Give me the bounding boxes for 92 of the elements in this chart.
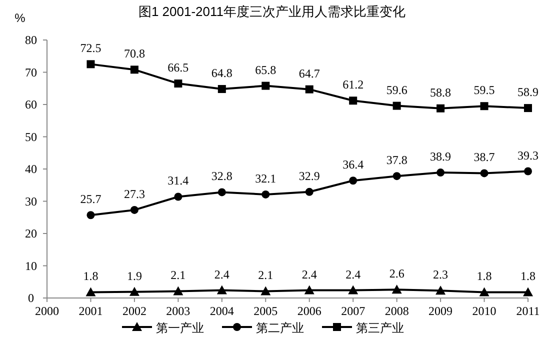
point	[392, 172, 401, 180]
data-label: 25.7	[80, 192, 102, 206]
data-label: 2.3	[433, 268, 448, 282]
data-label: 27.3	[124, 186, 145, 201]
y-axis-title: %	[14, 11, 26, 25]
data-label: 1.8	[476, 269, 492, 284]
data-label: 1.9	[126, 268, 142, 283]
point	[349, 96, 358, 105]
point	[262, 82, 270, 90]
data-label: 2.4	[214, 267, 230, 282]
data-label: 32.9	[298, 168, 320, 183]
y-tick-label: 50	[25, 130, 37, 144]
data-label: 1.8	[520, 269, 536, 284]
x-tick-label: 2002	[122, 304, 146, 318]
x-tick-label: 2009	[428, 304, 453, 318]
data-label: 36.4	[342, 158, 364, 172]
x-tick-label: 2010	[472, 304, 496, 318]
point	[218, 188, 226, 196]
data-label: 37.8	[386, 153, 408, 168]
y-tick-label: 20	[25, 226, 37, 240]
data-label: 58.9	[518, 85, 538, 100]
point	[524, 104, 532, 112]
legend-label: 第一产业	[156, 321, 204, 335]
data-label: 39.3	[518, 148, 538, 162]
x-tick-label: 2011	[516, 304, 540, 318]
x-tick-label: 2003	[166, 304, 190, 318]
data-label: 38.9	[430, 150, 452, 164]
point	[436, 168, 445, 177]
point	[260, 286, 271, 296]
data-label: 61.2	[342, 78, 364, 92]
data-label: 59.5	[474, 83, 495, 98]
point	[173, 286, 184, 296]
point	[436, 104, 445, 112]
data-label: 64.8	[211, 66, 232, 80]
x-tick-label: 2008	[384, 304, 409, 318]
x-tick-label: 2001	[78, 304, 103, 318]
point	[174, 80, 182, 88]
point	[436, 286, 446, 295]
x-tick-label: 2006	[297, 304, 322, 318]
point	[174, 192, 182, 201]
point	[480, 169, 488, 178]
x-tick-label: 2004	[210, 304, 234, 318]
y-tick-label: 40	[25, 162, 37, 176]
point	[86, 211, 95, 220]
data-label: 2.1	[170, 268, 186, 282]
y-tick-label: 10	[25, 258, 37, 273]
data-label: 38.7	[474, 150, 495, 164]
point	[392, 102, 401, 110]
data-label: 2.6	[389, 266, 404, 281]
point	[218, 85, 226, 94]
data-label: 66.5	[168, 60, 189, 75]
y-tick-label: 0	[28, 291, 34, 305]
x-tick-label: 2005	[254, 304, 278, 318]
point	[305, 188, 314, 196]
data-label: 31.4	[168, 174, 189, 188]
point	[130, 206, 138, 214]
y-tick-label: 70	[25, 65, 37, 80]
chart-title: 图1 2001-2011年度三次产业用人需求比重变化	[138, 4, 406, 19]
point	[348, 285, 358, 294]
data-label: 32.1	[255, 171, 276, 186]
y-tick-label: 30	[25, 194, 37, 208]
point	[304, 285, 314, 294]
point	[523, 287, 533, 296]
legend-label: 第二产业	[256, 321, 304, 335]
data-label: 2.1	[258, 268, 274, 282]
point	[86, 287, 96, 296]
point	[524, 167, 532, 176]
legend-label: 第三产业	[356, 321, 404, 335]
y-tick-label: 80	[25, 33, 37, 47]
data-label: 2.4	[346, 267, 361, 282]
point	[262, 190, 270, 198]
data-label: 70.8	[124, 46, 145, 61]
point	[480, 102, 488, 110]
point	[129, 286, 140, 296]
point	[130, 66, 138, 74]
data-label: 59.6	[386, 82, 408, 97]
point	[392, 284, 402, 294]
x-tick-label: 2000	[35, 304, 59, 318]
x-tick-label: 2007	[341, 304, 366, 318]
data-label: 58.8	[430, 85, 452, 100]
data-label: 65.8	[255, 62, 276, 77]
point	[349, 176, 358, 185]
data-label: 32.8	[211, 169, 232, 184]
point	[216, 285, 227, 294]
point	[86, 60, 95, 68]
data-label: 64.7	[298, 66, 320, 80]
data-label: 2.4	[302, 267, 317, 282]
data-label: 1.8	[83, 269, 98, 284]
point	[305, 85, 314, 94]
y-tick-label: 60	[25, 98, 37, 112]
data-label: 72.5	[80, 41, 102, 56]
point	[479, 287, 490, 296]
